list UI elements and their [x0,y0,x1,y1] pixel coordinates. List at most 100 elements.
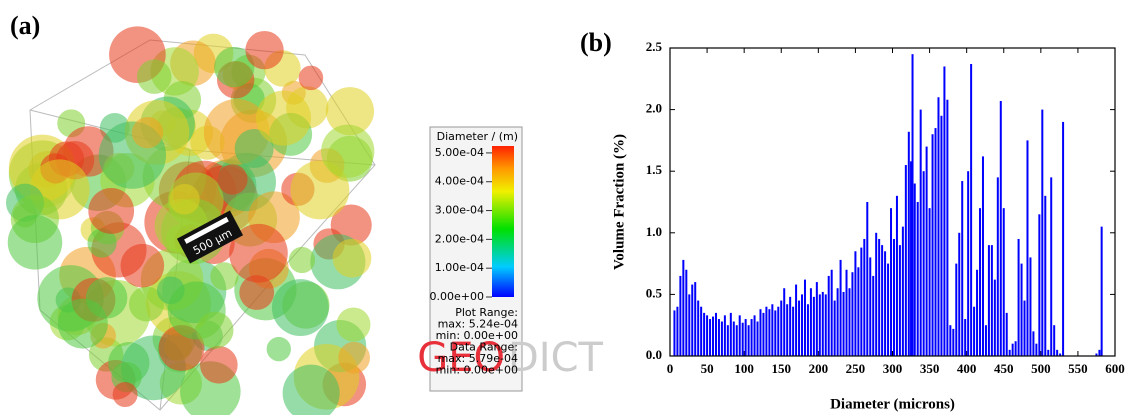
y-tick-label: 2.5 [646,39,663,54]
x-tick-label: 0 [667,361,674,376]
bar [688,294,690,356]
bar [917,202,919,356]
sphere [336,308,370,342]
bar [902,227,904,356]
bar [804,280,806,356]
bar [846,270,848,356]
x-tick-label: 100 [734,361,754,376]
bar [875,233,877,356]
bar [679,276,681,356]
bar [789,297,791,356]
bar [685,270,687,356]
y-tick-label: 1.0 [646,224,662,239]
bar [881,245,883,356]
render [6,26,375,415]
bar [676,307,678,356]
y-axis-label: Volume Fraction (%) [611,134,627,270]
bar [1015,341,1017,356]
sphere [86,277,127,318]
sphere [8,215,63,270]
x-tick-label: 250 [846,361,866,376]
bar [843,292,845,356]
bar [724,315,726,356]
bar [1101,227,1103,356]
bar [988,245,990,356]
sphere [245,31,283,69]
sphere [132,117,163,148]
sphere [256,91,311,146]
sphere [267,337,291,361]
bar [757,322,759,356]
bar [935,128,937,356]
bar [920,110,922,356]
sphere [197,312,234,349]
bar [884,251,886,356]
bar [929,208,931,356]
bar [762,313,764,356]
bar [1050,177,1052,356]
bar [801,294,803,356]
x-tick-label: 300 [883,361,903,376]
bar [831,270,833,356]
colorbar-tick-label: 3.00e-04 [435,204,484,217]
colorbar-tick-label: 4.00e-04 [435,175,484,188]
bar [1047,350,1049,356]
bar [899,245,901,356]
bar [866,202,868,356]
sphere [299,66,324,91]
sphere [200,346,238,384]
bar [727,325,729,356]
plot-frame [670,48,1115,356]
bar [834,301,836,356]
sphere [272,279,329,336]
bar [854,251,856,356]
bar [798,301,800,356]
bar [955,264,957,356]
bar [1006,313,1008,356]
logo-part: DICT [508,335,604,381]
bar [780,301,782,356]
bar [748,325,750,356]
bar [1041,110,1043,356]
x-tick-label: 500 [1031,361,1051,376]
bar [694,282,696,356]
bar [952,329,954,356]
bar [860,248,862,356]
bar [1024,301,1026,356]
panel-label: (a) [10,11,40,40]
bar [940,116,942,356]
bar [730,313,732,356]
bar [700,307,702,356]
bar [745,319,747,356]
y-tick-label: 0.0 [646,347,662,362]
bar [754,315,756,356]
colorbar-tick-label: 0.00e+00 [430,290,484,303]
bar [1098,350,1100,356]
bar [961,181,963,356]
bar [682,260,684,356]
bar [1044,196,1046,356]
bar [825,294,827,356]
sphere [321,125,374,178]
x-tick-label: 50 [701,361,714,376]
bar [869,257,871,356]
bar [837,288,839,356]
bar [721,322,723,356]
bar [1009,350,1011,356]
sphere [289,247,315,273]
y-tick-label: 1.5 [646,162,663,177]
bar [739,315,741,356]
sphere [137,59,172,94]
bar [777,307,779,356]
bar [807,304,809,356]
bar [718,319,720,356]
bar [795,285,797,356]
sphere [88,188,134,234]
bar [1000,101,1002,356]
bar [967,171,969,356]
colorbar-tick-label: 5.00e-04 [435,146,484,159]
bar [816,282,818,356]
colorbar-tick-label: 1.00e-04 [435,261,484,274]
sphere [169,184,200,215]
